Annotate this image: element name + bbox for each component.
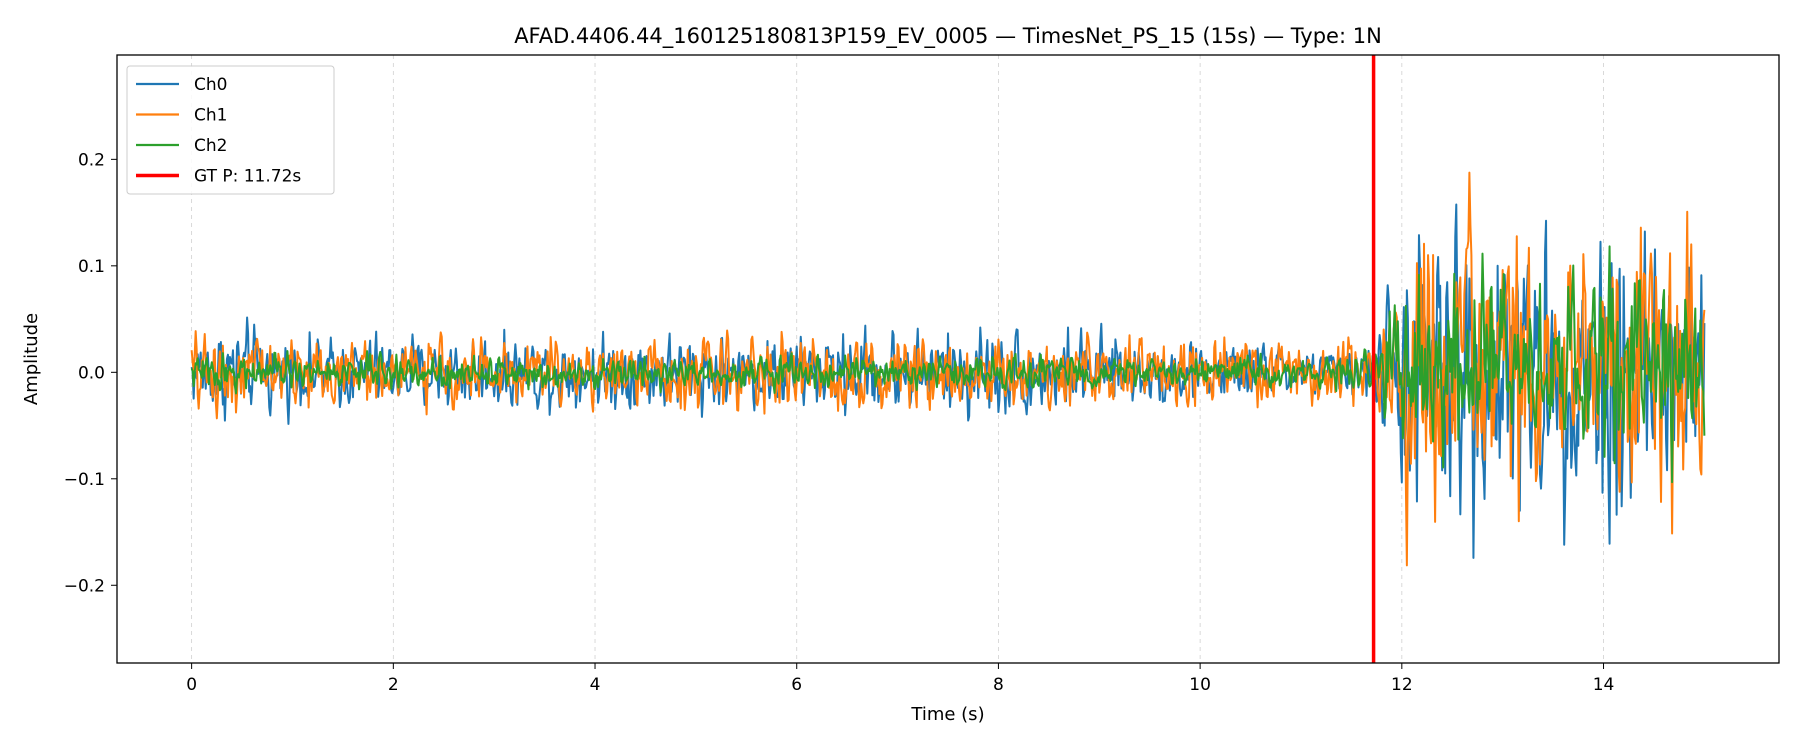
x-axis: 0 2 4 6 8 10 12 14 bbox=[186, 663, 1614, 695]
series-line-ch2 bbox=[190, 245, 1706, 484]
x-tick-label: 0 bbox=[186, 675, 197, 695]
chart-title: AFAD.4406.44_160125180813P159_EV_0005 — … bbox=[514, 24, 1382, 49]
y-axis-label: Amplitude bbox=[21, 313, 42, 405]
x-tick-label: 6 bbox=[791, 675, 802, 695]
y-tick-label: −0.1 bbox=[64, 470, 105, 490]
x-tick-label: 14 bbox=[1593, 675, 1615, 695]
y-axis: −0.2 −0.1 0.0 0.1 0.2 bbox=[64, 150, 117, 596]
series-line-ch1 bbox=[190, 171, 1706, 567]
x-axis-label: Time (s) bbox=[910, 704, 984, 725]
y-tick-label: 0.0 bbox=[78, 363, 105, 383]
legend-box bbox=[126, 65, 335, 195]
legend-label-ch0: Ch0 bbox=[194, 75, 227, 95]
legend-label-gt-p-11-72s: GT P: 11.72s bbox=[194, 167, 301, 187]
plot-area-frame bbox=[116, 54, 1780, 664]
x-tick-label: 10 bbox=[1189, 675, 1211, 695]
y-tick-label: 0.1 bbox=[78, 257, 105, 277]
x-tick-label: 8 bbox=[993, 675, 1004, 695]
legend: Ch0 Ch1 Ch2 GT P: 11.72s bbox=[126, 65, 335, 195]
legend-label-ch1: Ch1 bbox=[194, 106, 227, 126]
legend-label-ch2: Ch2 bbox=[194, 136, 227, 156]
series-lines bbox=[190, 171, 1706, 567]
y-tick-label: 0.2 bbox=[78, 150, 105, 170]
x-tick-label: 2 bbox=[388, 675, 399, 695]
y-tick-label: −0.2 bbox=[64, 576, 105, 596]
x-tick-label: 12 bbox=[1391, 675, 1413, 695]
x-tick-label: 4 bbox=[590, 675, 601, 695]
